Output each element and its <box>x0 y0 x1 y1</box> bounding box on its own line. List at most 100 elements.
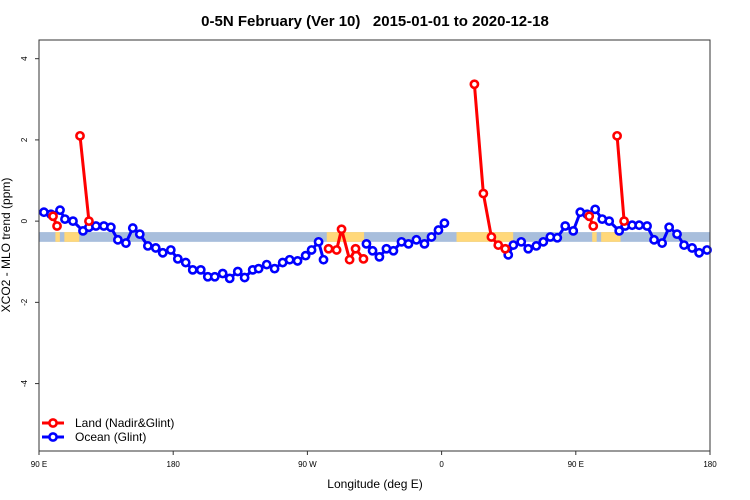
ocean-point <box>531 241 542 251</box>
ocean-point <box>232 266 243 277</box>
land-band <box>592 232 597 242</box>
land-point <box>75 130 85 141</box>
y-tick-label: -4 <box>20 379 29 387</box>
ocean-point <box>687 243 698 253</box>
x-tick-label: 180 <box>703 460 717 469</box>
ocean-point <box>634 220 645 231</box>
ocean-point <box>224 273 235 284</box>
background-band <box>39 232 710 242</box>
land-band <box>326 232 365 242</box>
ocean-point <box>55 205 65 216</box>
ocean-point <box>150 243 161 253</box>
ocean-point <box>426 232 437 242</box>
ocean-point <box>694 247 705 258</box>
y-tick-label: 4 <box>20 56 29 61</box>
ocean-point <box>702 245 712 255</box>
ocean-point <box>91 221 101 231</box>
ocean-point <box>361 238 372 249</box>
x-tick-label: 90 W <box>298 460 317 469</box>
ocean-point <box>367 245 378 256</box>
land-point <box>350 243 361 254</box>
ocean-point <box>664 222 675 233</box>
land-point <box>619 216 630 227</box>
ocean-point <box>195 264 206 275</box>
ocean-point <box>411 234 422 245</box>
x-tick-label: 90 E <box>568 460 584 469</box>
ocean-point <box>306 245 317 255</box>
land-band <box>64 232 80 242</box>
x-tick-label: 0 <box>439 460 444 469</box>
ocean-point <box>165 245 176 255</box>
ocean-point <box>209 271 220 282</box>
ocean-point <box>318 254 329 265</box>
legend-label: Land (Nadir&Glint) <box>75 416 174 430</box>
ocean-point <box>284 254 295 265</box>
land-point <box>478 188 489 199</box>
land-line <box>78 135 91 222</box>
ocean-point <box>516 236 527 247</box>
ocean-point <box>439 218 450 229</box>
y-axis: 4 2 0 -2 -4 <box>20 56 39 387</box>
x-tick-label: 90 E <box>31 460 47 469</box>
land-line <box>472 84 506 251</box>
ocean-point <box>187 264 198 275</box>
ocean-point <box>292 256 303 266</box>
land-point <box>612 130 623 141</box>
ocean-point <box>642 221 652 231</box>
land-point <box>336 224 347 235</box>
ocean-point <box>217 268 228 279</box>
ocean-point <box>105 222 116 233</box>
y-axis-label: XCO2 - MLO trend (ppm) <box>0 178 13 313</box>
ocean-point <box>419 238 430 249</box>
land-point <box>331 245 342 255</box>
ocean-point <box>403 238 414 249</box>
ocean-point <box>657 238 668 248</box>
ocean-point <box>388 245 399 256</box>
ocean-point <box>508 240 519 250</box>
legend-marker <box>48 418 58 428</box>
y-tick-label: 0 <box>20 218 29 223</box>
land-point <box>493 240 504 250</box>
ocean-point <box>523 243 534 254</box>
land-point <box>588 221 599 231</box>
ocean-point <box>313 236 324 247</box>
land-point <box>344 254 355 265</box>
ocean-point <box>127 223 138 233</box>
ocean-band <box>39 232 710 242</box>
ocean-point <box>604 216 615 227</box>
ocean-point <box>121 238 131 248</box>
ocean-point <box>590 204 601 215</box>
ocean-point <box>157 247 168 258</box>
ocean-point <box>374 251 385 262</box>
ocean-point <box>269 263 280 274</box>
ocean-point <box>672 229 682 240</box>
x-axis: 90 E 180 90 W 0 90 E 180 <box>31 451 717 469</box>
land-band <box>55 232 60 242</box>
land-point <box>584 211 595 222</box>
plot-frame <box>38 39 711 452</box>
y-tick-label: 2 <box>20 137 29 142</box>
ocean-point <box>180 257 191 268</box>
land-point <box>323 243 334 254</box>
ocean-point <box>261 259 272 270</box>
land-band <box>601 232 621 242</box>
ocean-point <box>300 250 311 261</box>
land-band <box>456 232 514 242</box>
ocean-point <box>614 225 625 236</box>
y-tick-label: -2 <box>20 298 29 306</box>
ocean-point <box>60 214 70 225</box>
land-point <box>500 243 511 254</box>
ocean-point <box>253 263 264 274</box>
ocean-point <box>568 225 579 236</box>
land-line <box>615 135 626 222</box>
ocean-point <box>112 234 123 245</box>
land-point <box>52 221 62 231</box>
ocean-point <box>68 216 78 227</box>
ocean-point <box>538 236 549 247</box>
legend-label: Ocean (Glint) <box>75 430 146 444</box>
land-point <box>486 232 497 242</box>
land-point <box>48 211 58 222</box>
chart-title: 0-5N February (Ver 10) 2015-01-01 to 202… <box>201 13 549 30</box>
ocean-point <box>172 254 183 264</box>
